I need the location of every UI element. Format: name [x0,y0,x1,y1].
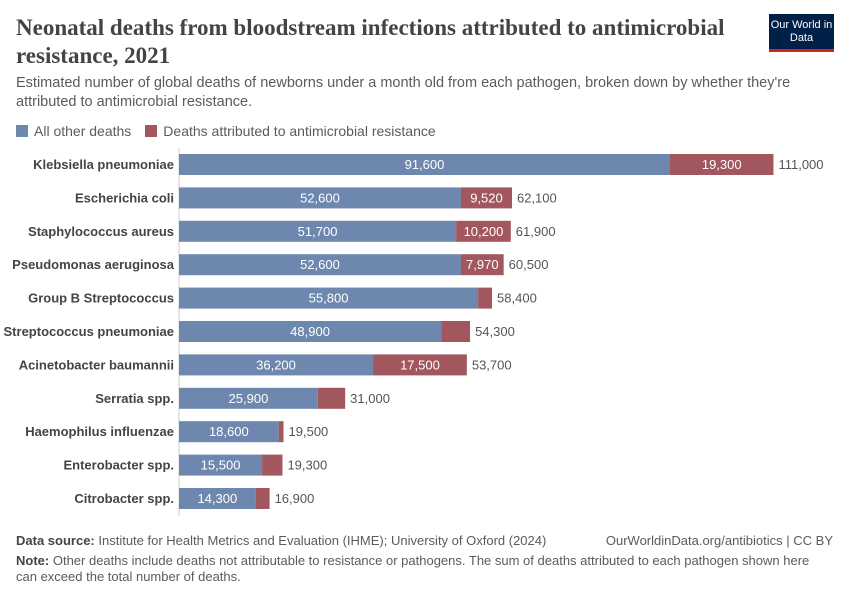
category-label: Escherichia coli [75,190,174,205]
segment-value-label: 18,600 [209,424,249,439]
source-url[interactable]: OurWorldinData.org/antibiotics | CC BY [605,533,833,548]
total-label: 19,300 [287,458,327,473]
bar-other[interactable] [179,154,671,175]
total-label: 60,500 [509,257,549,272]
bar-other[interactable] [179,287,479,309]
bar-amr[interactable] [478,287,493,309]
segment-value-label: 36,200 [256,357,296,372]
segment-value-label: 7,970 [466,257,499,272]
legend: All other deaths Deaths attributed to an… [16,123,436,139]
total-label: 111,000 [778,157,823,172]
bar-amr[interactable] [373,354,467,376]
total-label: 53,700 [472,357,512,372]
category-label: Streptococcus pneumoniae [4,324,174,339]
bar-amr[interactable] [255,488,270,509]
total-label: 19,500 [289,424,329,439]
bar-other[interactable] [179,321,442,342]
total-label: 54,300 [475,324,515,339]
total-label: 62,100 [517,190,557,205]
category-label: Staphylococcus aureus [28,224,174,239]
segment-value-label: 10,200 [464,224,504,239]
note: Note: Other deaths include deaths not at… [16,553,810,584]
total-label: 16,900 [275,491,315,506]
bar-other[interactable] [179,254,461,276]
segment-value-label: 48,900 [290,324,330,339]
bar-amr[interactable] [460,187,512,209]
bar-amr[interactable] [456,220,511,242]
bar-other[interactable] [179,488,256,509]
legend-item-amr[interactable]: Deaths attributed to antimicrobial resis… [145,123,436,139]
bar-amr[interactable] [317,387,346,409]
category-label: Acinetobacter baumannii [19,357,174,372]
bar-amr[interactable] [262,454,283,476]
segment-value-label: 17,500 [400,357,440,372]
category-label: Haemophilus influenzae [25,424,174,439]
total-label: 61,900 [516,224,556,239]
segment-value-label: 51,700 [298,224,338,239]
bar-other[interactable] [179,187,461,209]
chart-subtitle: Estimated number of global deaths of new… [16,75,791,110]
legend-swatch [16,125,28,137]
bar-amr[interactable] [441,321,471,342]
segment-value-label: 9,520 [470,190,503,205]
category-label: Pseudomonas aeruginosa [12,257,175,272]
segment-value-label: 25,900 [229,391,269,406]
segment-value-label: 52,600 [300,190,340,205]
bar-other[interactable] [179,421,279,443]
segment-value-label: 55,800 [309,291,349,306]
bar-other[interactable] [179,454,263,476]
segment-value-label: 15,500 [201,458,241,473]
total-label: 31,000 [350,391,390,406]
segment-value-label: 19,300 [702,157,742,172]
chart-title: Neonatal deaths from bloodstream infecti… [16,15,725,68]
bar-amr[interactable] [278,421,284,443]
bar-other[interactable] [179,220,457,242]
segment-value-label: 91,600 [405,157,445,172]
category-label: Group B Streptococcus [28,291,174,306]
legend-swatch [145,125,158,137]
total-label: 58,400 [497,291,537,306]
data-source: Data source: Institute for Health Metric… [16,533,547,548]
category-label: Enterobacter spp. [63,458,174,473]
category-label: Citrobacter spp. [74,491,174,506]
segment-value-label: 52,600 [300,257,340,272]
legend-label: Deaths attributed to antimicrobial resis… [163,123,436,139]
category-label: Serratia spp. [95,391,174,406]
segment-value-label: 14,300 [197,491,237,506]
bar-amr[interactable] [460,254,504,276]
owid-logo[interactable]: Our World in Data [769,14,834,52]
legend-label: All other deaths [34,123,132,139]
bar-other[interactable] [179,354,374,376]
bar-other[interactable] [179,387,318,409]
bar-amr[interactable] [670,154,774,175]
legend-item-other[interactable]: All other deaths [16,123,131,139]
category-label: Klebsiella pneumoniae [33,157,174,172]
